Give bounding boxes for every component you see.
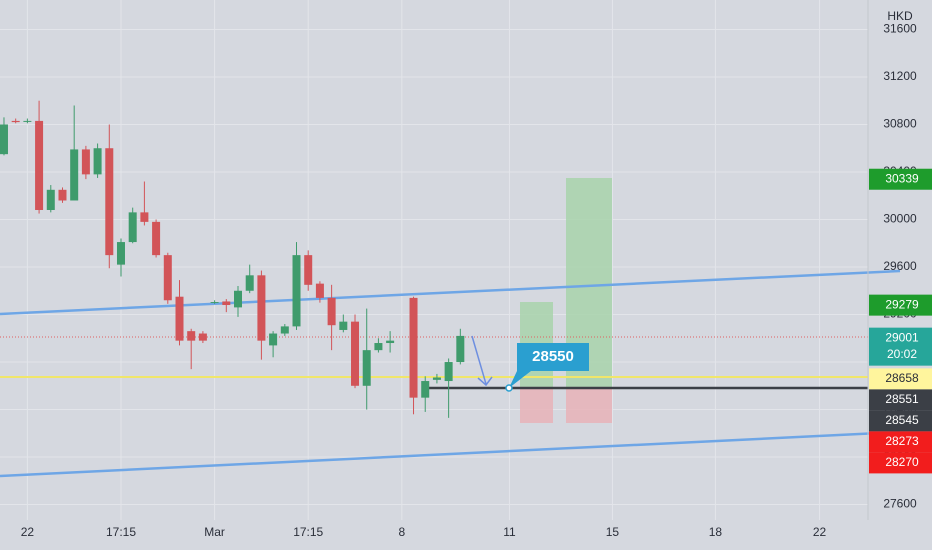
candle-body — [269, 333, 278, 346]
candle-body — [93, 148, 102, 175]
price-badge-label: 29001 — [885, 330, 919, 344]
candle-body — [351, 321, 360, 386]
price-badge-label: 28273 — [885, 434, 919, 448]
price-badge-label: 29279 — [885, 297, 919, 311]
candle-body — [234, 290, 243, 308]
price-badge-label: 28658 — [885, 371, 919, 385]
candle-body — [128, 212, 137, 243]
trend-line — [0, 430, 901, 478]
candle-body — [175, 296, 184, 341]
candle-body — [432, 377, 441, 380]
x-tick-label: 17:15 — [293, 525, 323, 539]
candle-body — [292, 255, 301, 327]
candle-body — [304, 255, 313, 285]
trend-line — [0, 269, 901, 316]
y-tick-label: 30000 — [883, 212, 917, 226]
x-tick-label: 22 — [813, 525, 827, 539]
x-tick-label: 17:15 — [106, 525, 136, 539]
candle-body — [421, 381, 430, 398]
candle-body — [23, 120, 32, 122]
price-badge — [869, 452, 932, 474]
candle-body — [257, 275, 266, 341]
candle-body — [198, 333, 207, 341]
price-badge-label: 28551 — [885, 392, 919, 406]
candle-body — [409, 297, 418, 398]
candle-body — [280, 326, 289, 334]
price-badge-label: 30339 — [885, 171, 919, 185]
candle-body — [140, 212, 149, 222]
price-badge-label: 28545 — [885, 413, 919, 427]
y-tick-label: 27600 — [883, 497, 917, 511]
countdown: 20:02 — [887, 347, 917, 361]
candle-body — [245, 275, 254, 291]
price-badge — [869, 327, 932, 366]
x-tick-label: 18 — [709, 525, 723, 539]
callout-text: 28550 — [532, 348, 574, 365]
y-tick-label: 29600 — [883, 259, 917, 273]
candle-body — [58, 189, 67, 201]
x-tick-label: Mar — [204, 525, 225, 539]
candle-body — [327, 297, 336, 326]
candle-body — [444, 362, 453, 382]
candle-body — [105, 148, 114, 256]
candle-body — [152, 221, 161, 256]
price-badge — [869, 431, 932, 453]
candle-body — [222, 301, 231, 306]
candle-body — [35, 120, 44, 210]
candle-body — [187, 331, 196, 341]
price-badge — [869, 389, 932, 411]
candle-body — [46, 189, 55, 210]
price-badge — [869, 168, 932, 190]
drawings: 28550 — [0, 178, 901, 478]
candle-body — [456, 335, 465, 363]
candle-body — [81, 149, 90, 175]
stop-zone — [566, 388, 612, 423]
callout-box — [517, 343, 589, 371]
price-badge — [869, 410, 932, 432]
candle-body — [362, 350, 371, 386]
candle-body — [11, 120, 20, 123]
price-badge — [869, 368, 932, 390]
candles — [0, 100, 465, 418]
x-tick-label: 11 — [503, 525, 516, 539]
stop-zone — [520, 388, 553, 423]
candle-body — [116, 242, 125, 265]
candle-body — [210, 302, 219, 304]
y-tick-label: 31600 — [883, 22, 917, 36]
candle-body — [315, 283, 324, 298]
currency: HKD — [887, 9, 913, 23]
y-tick-label: 30800 — [883, 117, 917, 131]
candle-body — [0, 124, 8, 155]
candle-body — [70, 149, 79, 201]
candle-body — [339, 321, 348, 330]
axis: 2760028000284002880029200296003000030400… — [21, 22, 932, 539]
y-tick-label: 31200 — [883, 69, 917, 83]
arrow — [471, 335, 487, 385]
x-tick-label: 15 — [606, 525, 620, 539]
price-badge — [869, 294, 932, 316]
arrow — [477, 376, 493, 387]
x-tick-label: 8 — [398, 525, 405, 539]
anchor — [505, 384, 513, 392]
candle-body — [163, 255, 172, 301]
candle-body — [374, 343, 383, 351]
candle-body — [386, 340, 395, 344]
price-badge-label: 28270 — [885, 455, 919, 469]
x-tick-label: 22 — [21, 525, 35, 539]
